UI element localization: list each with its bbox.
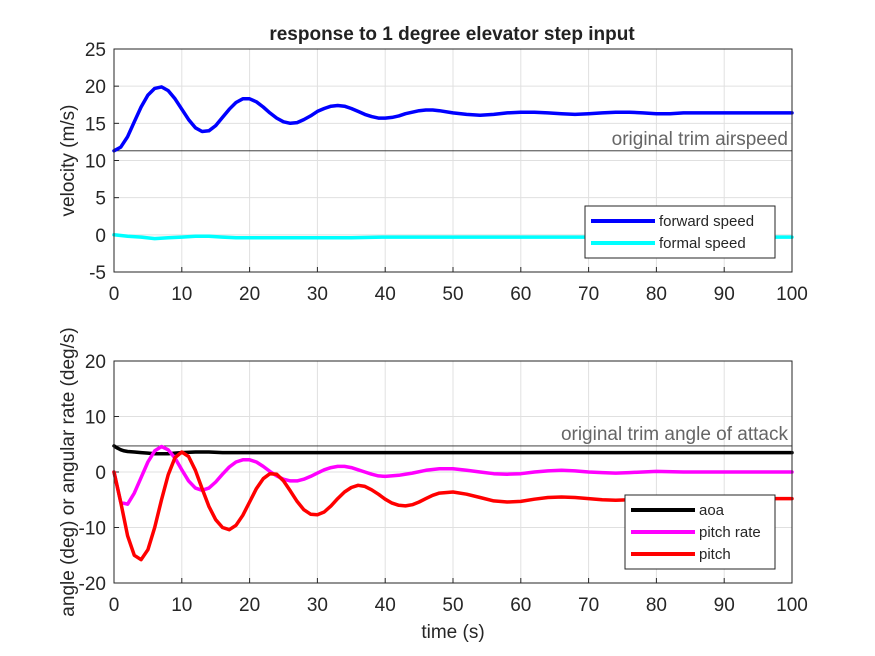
- velocity-series: [112, 85, 794, 241]
- velocity-x-tick-label: 0: [109, 284, 120, 305]
- angle-x-tick-label: 60: [510, 595, 531, 616]
- angle-x-tick-labels: 0 10 20 30 40 50 60 70 80 90 100: [109, 595, 808, 616]
- angle-y-tick-label: -20: [79, 574, 106, 595]
- angle-x-tick-label: 40: [375, 595, 396, 616]
- velocity-x-tick-labels: 0 10 20 30 40 50 60 70 80 90 100: [109, 284, 808, 305]
- angle-x-tick-label: 30: [307, 595, 328, 616]
- series-line-forward-speed: [112, 85, 794, 153]
- series-line-pitch-rate: [112, 444, 794, 506]
- velocity-reference-label: original trim airspeed: [612, 129, 788, 150]
- angle-x-tick-label: 50: [442, 595, 463, 616]
- angle-x-tick-label: 20: [239, 595, 260, 616]
- velocity-y-tick-label: 20: [85, 77, 106, 98]
- angle-y-label: angle (deg) or angular rate (deg/s): [58, 327, 79, 616]
- legend-label-pitch: pitch: [699, 546, 731, 563]
- angle-reference-label: original trim angle of attack: [561, 424, 789, 445]
- velocity-x-tick-label: 20: [239, 284, 260, 305]
- angle-x-tick-label: 90: [714, 595, 735, 616]
- angle-x-label: time (s): [421, 622, 484, 643]
- angle-x-tick-label: 70: [578, 595, 599, 616]
- velocity-y-tick-label: 25: [85, 40, 106, 61]
- legend-label-formal-speed: formal speed: [659, 235, 746, 252]
- angle-y-tick-label: 10: [85, 408, 106, 429]
- velocity-legend-box: [584, 205, 776, 259]
- velocity-x-tick-label: 10: [171, 284, 192, 305]
- velocity-x-tick-label: 70: [578, 284, 599, 305]
- angle-y-tick-label: 0: [95, 463, 106, 484]
- angle-x-tick-label: 80: [646, 595, 667, 616]
- angle-y-tick-labels: -20 -10 0 10 20: [79, 352, 106, 595]
- legend-label-pitch-rate: pitch rate: [699, 524, 761, 541]
- legend-label-forward-speed: forward speed: [659, 213, 754, 230]
- velocity-x-tick-label: 40: [375, 284, 396, 305]
- velocity-x-tick-label: 60: [510, 284, 531, 305]
- velocity-y-tick-label: 5: [95, 189, 106, 210]
- velocity-y-tick-label: 15: [85, 114, 106, 135]
- series-line-formal-speed: [112, 233, 794, 241]
- angle-chart: 0 10 20 30 40 50 60 70 80 90 100 -20 -10 0 10 20 origi…: [58, 327, 808, 643]
- figure-title: response to 1 degree elevator step input: [269, 24, 635, 45]
- angle-plot-frame: [113, 360, 793, 584]
- trim-aoa-reference: original trim angle of attack: [114, 424, 792, 447]
- velocity-y-tick-labels: -5 0 5 10 15 20 25: [85, 40, 106, 284]
- velocity-x-tick-label: 90: [714, 284, 735, 305]
- angle-x-tick-label: 10: [171, 595, 192, 616]
- series-line-aoa: [112, 444, 794, 456]
- velocity-y-tick-label: -5: [89, 263, 106, 284]
- velocity-plot-frame: [113, 48, 793, 273]
- angle-legend: aoa pitch rate pitch: [624, 494, 776, 570]
- velocity-x-tick-label: 100: [776, 284, 808, 305]
- trim-airspeed-reference: original trim airspeed: [114, 129, 792, 152]
- velocity-y-tick-label: 0: [95, 226, 106, 247]
- velocity-x-tick-label: 50: [442, 284, 463, 305]
- velocity-x-tick-label: 30: [307, 284, 328, 305]
- angle-y-tick-label: 20: [85, 352, 106, 373]
- velocity-y-label: velocity (m/s): [58, 105, 79, 217]
- angle-x-tick-label: 0: [109, 595, 120, 616]
- legend-label-aoa: aoa: [699, 502, 725, 519]
- angle-x-tick-label: 100: [776, 595, 808, 616]
- velocity-y-tick-label: 10: [85, 152, 106, 173]
- velocity-legend: forward speed formal speed: [584, 205, 776, 259]
- velocity-x-tick-label: 80: [646, 284, 667, 305]
- angle-y-tick-label: -10: [79, 519, 106, 540]
